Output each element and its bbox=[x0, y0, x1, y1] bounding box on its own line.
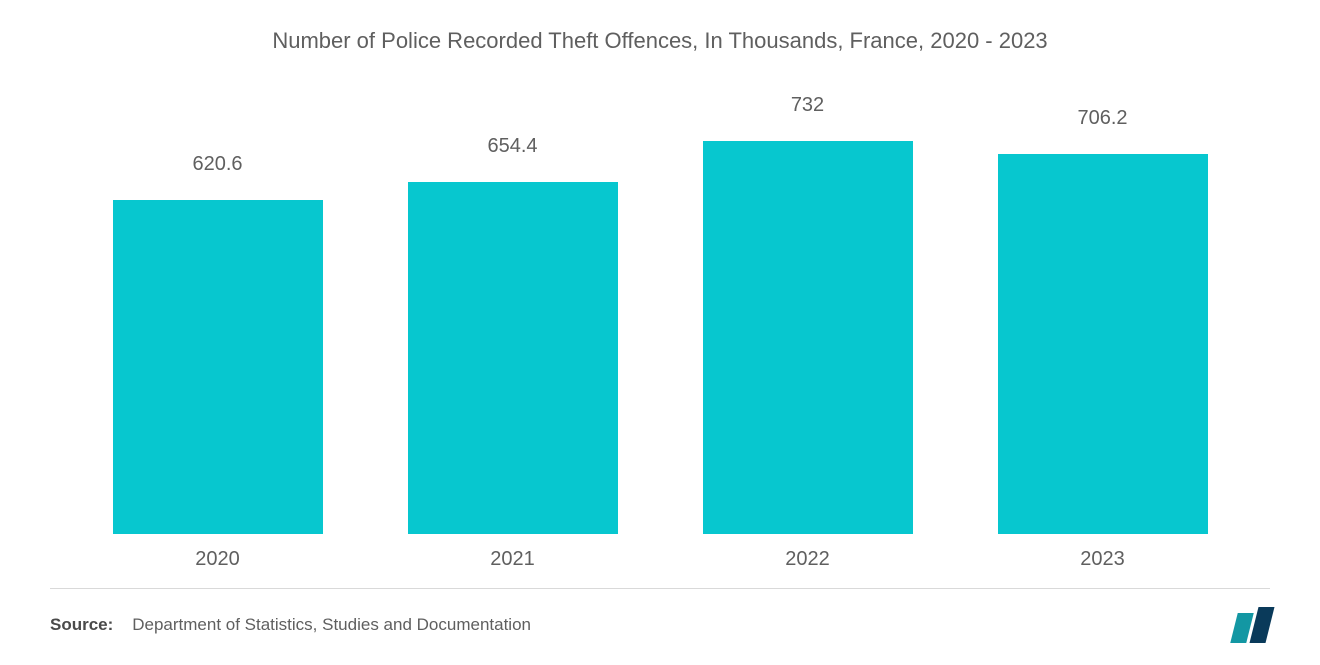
x-axis-label: 2021 bbox=[365, 548, 660, 571]
chart-container: Number of Police Recorded Theft Offences… bbox=[0, 0, 1320, 665]
bars-row: 620.6 654.4 732 706.2 bbox=[50, 104, 1270, 534]
bar-wrap: 620.6 bbox=[113, 104, 323, 534]
x-axis-labels: 2020202120222023 bbox=[50, 548, 1270, 571]
chart-footer: Source: Department of Statistics, Studie… bbox=[50, 588, 1270, 643]
bar-rect bbox=[113, 200, 323, 534]
chart-title: Number of Police Recorded Theft Offences… bbox=[50, 28, 1270, 54]
bar-value-label: 654.4 bbox=[487, 135, 537, 158]
source-text: Department of Statistics, Studies and Do… bbox=[132, 615, 531, 634]
bar-value-label: 620.6 bbox=[192, 153, 242, 176]
bar-group: 706.2 bbox=[955, 104, 1250, 534]
x-axis-label: 2023 bbox=[955, 548, 1250, 571]
bar-rect bbox=[408, 182, 618, 534]
x-axis-label: 2020 bbox=[70, 548, 365, 571]
bar-wrap: 732 bbox=[703, 104, 913, 534]
bar-group: 654.4 bbox=[365, 104, 660, 534]
bar-wrap: 706.2 bbox=[998, 104, 1208, 534]
source-label: Source: bbox=[50, 615, 113, 634]
bar-rect bbox=[703, 141, 913, 534]
x-axis-label: 2022 bbox=[660, 548, 955, 571]
bar-value-label: 732 bbox=[791, 94, 824, 117]
bar-rect bbox=[998, 154, 1208, 534]
bar-value-label: 706.2 bbox=[1077, 107, 1127, 130]
bar-group: 620.6 bbox=[70, 104, 365, 534]
bar-wrap: 654.4 bbox=[408, 104, 618, 534]
plot-area: 620.6 654.4 732 706.2 bbox=[50, 104, 1270, 534]
bar-group: 732 bbox=[660, 104, 955, 534]
source-line: Source: Department of Statistics, Studie… bbox=[50, 615, 531, 635]
brand-logo bbox=[1234, 607, 1270, 643]
